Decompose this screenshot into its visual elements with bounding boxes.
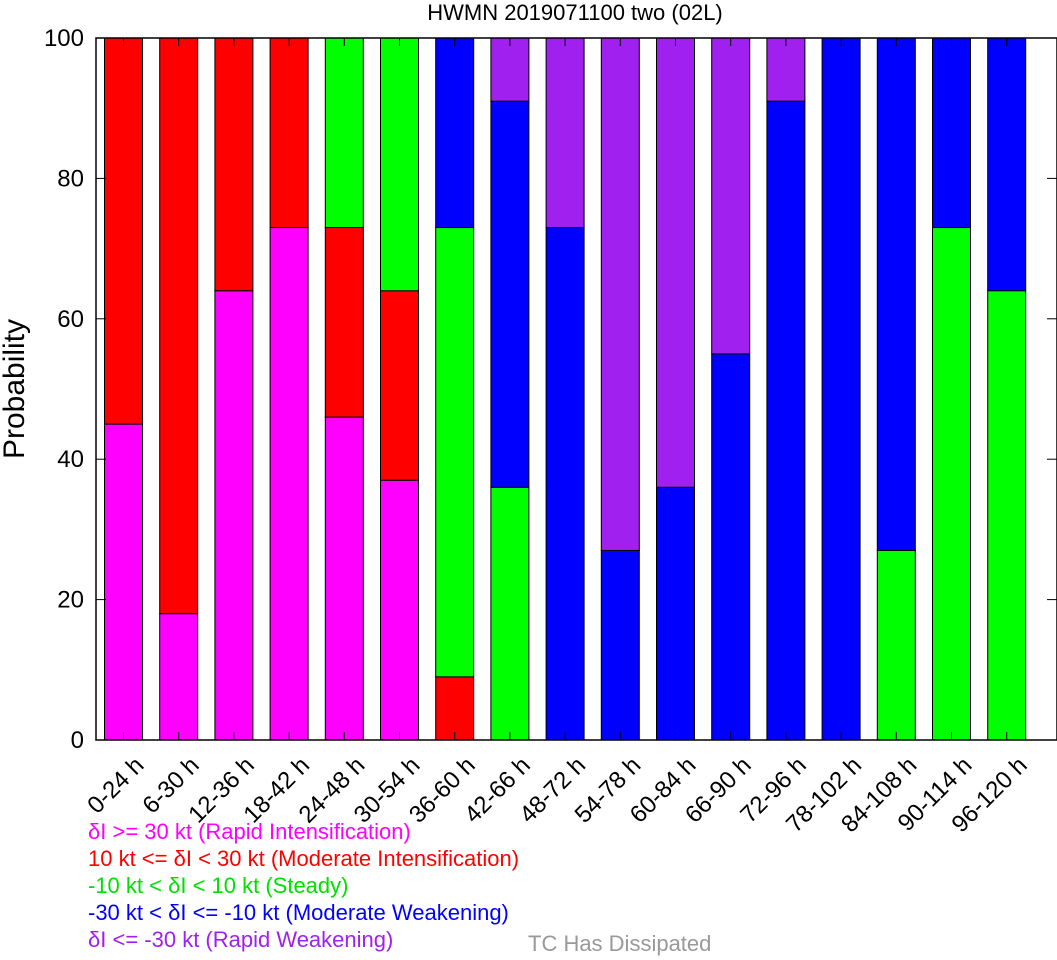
legend-entry-moderate-intensification: 10 kt <= δI < 30 kt (Moderate Intensific…: [88, 846, 520, 871]
bar-segment-30-54-h-s2: [380, 37, 419, 292]
legend: δI >= 30 kt (Rapid Intensification) 10 k…: [88, 818, 519, 953]
legend-entry-rapid-weakening: δI <= -30 kt (Rapid Weakening): [88, 927, 394, 952]
bar-segment-24-48-h-s2: [324, 37, 364, 229]
bar-segment-36-60-h-s3: [435, 37, 475, 229]
bar-segment-42-66-h-s3: [490, 100, 530, 488]
bar-segment-42-66-h-s2: [490, 486, 530, 741]
bar-segment-78-102-h-s3: [821, 37, 861, 741]
y-tick-label-40: 40: [57, 446, 84, 473]
bar-segment-96-120-h-s3: [987, 37, 1027, 292]
bar-segment-48-72-h-s3: [545, 227, 585, 741]
bar-segment-66-90-h-s4: [711, 37, 751, 355]
bar-segment-24-48-h-s1: [324, 227, 364, 418]
bar-segment-24-48-h-s0: [324, 416, 364, 741]
bar-segment-36-60-h-s2: [435, 227, 475, 678]
bar-segment-30-54-h-s1: [380, 290, 419, 481]
bar-segment-18-42-h-s0: [269, 227, 309, 741]
bar-segment-84-108-h-s3: [876, 37, 916, 551]
y-tick-label-100: 100: [44, 25, 84, 52]
plot-frame: [95, 37, 1057, 741]
bar-segment-84-108-h-s2: [876, 549, 916, 741]
bar-segment-60-84-h-s3: [656, 486, 695, 741]
bar-segment-6-30-h-s1: [159, 37, 199, 615]
y-tick-label-20: 20: [57, 587, 84, 614]
bar-segment-66-90-h-s3: [711, 353, 751, 741]
y-tick-label-0: 0: [71, 727, 84, 754]
legend-entry-moderate-weakening: -30 kt < δI <= -10 kt (Moderate Weakenin…: [88, 900, 509, 925]
bar-segment-30-54-h-s0: [380, 479, 419, 741]
bar-segment-12-36-h-s1: [214, 37, 254, 292]
legend-entry-rapid-intensification: δI >= 30 kt (Rapid Intensification): [88, 819, 411, 844]
bar-segment-60-84-h-s4: [656, 37, 695, 488]
chart-title: HWMN 2019071100 two (02L): [427, 0, 723, 25]
bar-segment-72-96-h-s4: [766, 37, 806, 102]
legend-entry-tc-dissipated: TC Has Dissipated: [528, 931, 712, 956]
bar-segment-0-24-h-s0: [104, 423, 143, 741]
bar-segment-18-42-h-s1: [269, 37, 309, 229]
y-tick-label-80: 80: [57, 165, 84, 192]
bar-segment-72-96-h-s3: [766, 100, 806, 741]
bar-segment-36-60-h-s1: [435, 676, 475, 741]
bar-segment-90-114-h-s3: [932, 37, 971, 229]
bars-group: [104, 37, 1027, 741]
y-axis-label: Probability: [0, 319, 31, 459]
bar-segment-12-36-h-s0: [214, 290, 254, 741]
bar-segment-54-78-h-s3: [600, 549, 640, 741]
y-tick-label-60: 60: [57, 306, 84, 333]
y-axis-ticks: 0 20 40 60 80 100: [44, 25, 1057, 754]
bar-segment-6-30-h-s0: [159, 613, 199, 741]
bar-segment-96-120-h-s2: [987, 290, 1027, 741]
bar-segment-90-114-h-s2: [932, 227, 971, 741]
legend-entry-steady: -10 kt < δI < 10 kt (Steady): [88, 873, 349, 898]
bar-segment-48-72-h-s4: [545, 37, 585, 229]
bar-segment-42-66-h-s4: [490, 37, 530, 102]
bar-segment-0-24-h-s1: [104, 37, 143, 425]
bar-segment-54-78-h-s4: [600, 37, 640, 551]
x-tick-label-0-24-h: 0-24 h: [82, 752, 149, 819]
